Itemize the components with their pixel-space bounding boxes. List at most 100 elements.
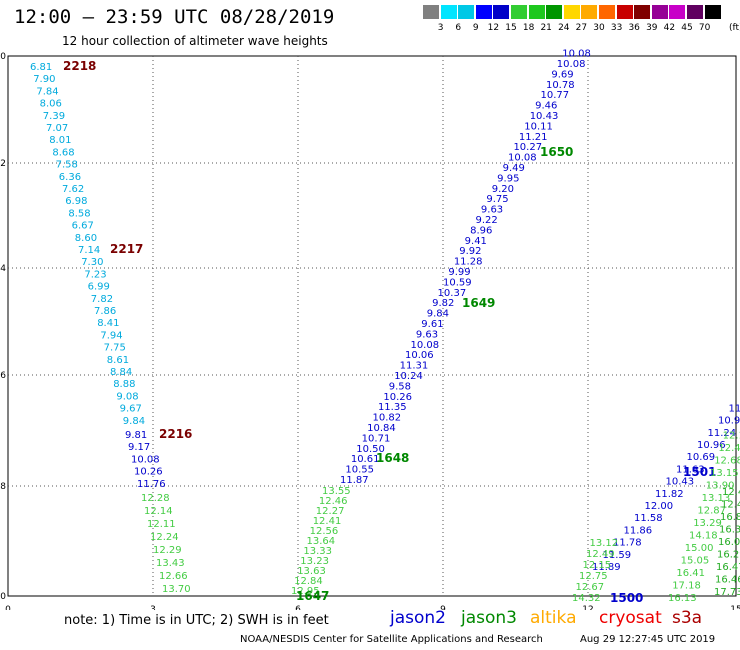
wave-height-value: 15.05	[681, 556, 710, 567]
wave-height-value: 9.22	[476, 215, 498, 226]
pass-id-label: 2218	[63, 59, 96, 73]
timestamp-text: Aug 29 12:27:45 UTC 2019	[580, 634, 716, 645]
wave-height-value: 9.92	[459, 246, 481, 257]
credit-text: NOAA/NESDIS Center for Satellite Applica…	[240, 634, 543, 645]
x-axis-label: 6	[295, 605, 301, 610]
wave-height-value: 7.58	[56, 160, 78, 171]
wave-height-value: 13.23	[300, 556, 329, 567]
wave-height-value: 16.13	[668, 593, 697, 604]
legend-label: 9	[472, 23, 479, 33]
wave-height-value: 13.64	[307, 536, 336, 547]
wave-height-value: 11.59	[603, 550, 632, 561]
wave-height-value: 7.94	[100, 330, 122, 341]
wave-height-value: 10.27	[513, 142, 542, 153]
wave-height-value: 8.06	[40, 99, 62, 110]
wave-height-value: 6.99	[88, 282, 110, 293]
wave-height-value: 11.82	[655, 489, 684, 500]
wave-height-value: 12.75	[579, 571, 608, 582]
x-axis-label: 15	[730, 605, 740, 610]
wave-height-value: 6.36	[59, 172, 81, 183]
legend-unit: (ft)	[729, 23, 740, 33]
y-axis-label: 34	[0, 264, 6, 274]
legend-label: 30	[593, 23, 605, 33]
legend-label: 39	[646, 23, 658, 33]
wave-height-value: 12.68	[714, 456, 740, 467]
legend-swatch	[581, 5, 598, 19]
wave-height-value: 12.95	[291, 586, 320, 597]
wave-height-value: 9.75	[486, 194, 508, 205]
legend-label: 70	[698, 23, 711, 33]
legend-swatch	[634, 5, 651, 19]
note-text: note: 1) Time is in UTC; 2) SWH is in fe…	[64, 613, 329, 628]
wave-height-value: 10.96	[697, 440, 726, 451]
wave-height-value: 10.69	[687, 452, 716, 463]
wave-height-value: 12.46	[319, 496, 348, 507]
x-axis-label: 12	[582, 605, 593, 610]
wave-height-value: 11.89	[592, 562, 621, 573]
wave-height-value: 16.47	[716, 562, 740, 573]
legend-swatch	[687, 5, 703, 19]
wave-height-value: 9.84	[123, 416, 145, 427]
wave-height-value: 9.99	[448, 267, 470, 278]
wave-height-value: 13.70	[162, 584, 191, 595]
wave-height-value: 12.66	[159, 571, 188, 582]
plot-grid	[7, 55, 737, 597]
wave-height-value: 8.41	[97, 318, 119, 329]
wave-height-value: 7.75	[104, 343, 126, 354]
wave-height-value: 12.24	[150, 532, 179, 543]
wave-height-value: 12.11	[147, 519, 176, 530]
wave-height-value: 11.28	[454, 257, 483, 268]
legend-label: 12	[487, 23, 500, 33]
wave-height-value: 11.35	[378, 402, 407, 413]
wave-height-value: 10.06	[405, 350, 434, 361]
wave-height-value: 17.73	[714, 587, 740, 598]
wave-height-value: 13.13	[702, 493, 731, 504]
wave-height-value: 8.01	[49, 135, 71, 146]
wave-height-value: 8.96	[470, 225, 492, 236]
wave-height-value: 7.86	[94, 306, 116, 317]
wave-height-value: 13.90	[706, 481, 735, 492]
legend-swatch	[458, 5, 475, 19]
wave-height-value: 13.63	[297, 566, 326, 577]
wave-height-value: 9.17	[128, 442, 150, 453]
legend-swatch	[423, 5, 439, 19]
wave-height-value: 12.11	[723, 431, 740, 442]
axis-labels: 30323436384003691215	[0, 52, 740, 610]
wave-height-value: 15.00	[685, 543, 714, 554]
legend-label: 6	[455, 23, 462, 33]
wave-height-value: 8.68	[52, 147, 74, 158]
wave-height-value: 8.60	[75, 233, 97, 244]
y-axis-label: 36	[0, 371, 6, 381]
wave-height-value: 10.08	[508, 153, 537, 164]
wave-height-value: 7.30	[81, 257, 103, 268]
legend-label: 21	[540, 23, 552, 33]
wave-height-value: 9.49	[503, 163, 525, 174]
wave-height-value: 16.29	[717, 550, 740, 561]
wave-height-value: 11.87	[340, 475, 369, 486]
wave-height-value: 10.43	[530, 111, 559, 122]
wave-height-plot: 30323436384003691215 6.817.907.848.067.3…	[0, 49, 740, 610]
wave-height-value: 9.82	[432, 298, 454, 309]
legend-label: 18	[522, 23, 535, 33]
wave-height-value: 9.84	[427, 309, 449, 320]
wave-height-value: 6.67	[72, 221, 94, 232]
wave-height-value: 13.55	[322, 486, 351, 497]
wave-height-value: 12.41	[313, 516, 342, 527]
pass-id-label: 1649	[462, 296, 495, 310]
legend-label: 33	[610, 23, 623, 33]
wave-height-value: 8.84	[110, 367, 132, 378]
wave-height-value: 12.14	[144, 506, 173, 517]
x-axis-label: 9	[440, 605, 446, 610]
legend-swatch	[651, 5, 668, 19]
wave-height-value: 11.76	[137, 479, 166, 490]
wave-height-value: 11.78	[613, 538, 642, 549]
wave-height-value: 8.58	[68, 208, 90, 219]
wave-height-value: 17.18	[672, 581, 701, 592]
y-axis-label: 30	[0, 52, 6, 62]
wave-height-value: 9.08	[116, 391, 138, 402]
wave-height-value: 10.84	[367, 423, 396, 434]
wave-height-value: 7.82	[91, 294, 113, 305]
wave-height-value: 7.90	[33, 74, 55, 85]
wave-height-value: 7.23	[84, 269, 106, 280]
wave-height-value: 7.14	[78, 245, 100, 256]
